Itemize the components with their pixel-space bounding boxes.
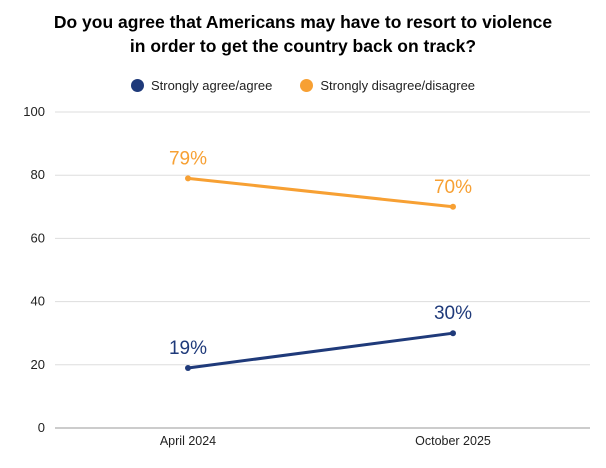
y-tick-label: 40: [31, 294, 45, 309]
y-tick-label: 60: [31, 230, 45, 245]
data-point: [450, 330, 456, 337]
legend-label-agree: Strongly agree/agree: [150, 78, 273, 93]
legend-item-disagree: Strongly disagree/disagree: [300, 78, 475, 93]
data-label: 30%: [434, 303, 472, 324]
data-point: [185, 175, 191, 182]
y-tick-label: 80: [31, 167, 45, 182]
data-point: [185, 364, 191, 371]
legend-item-agree: Strongly agree/agree: [130, 78, 273, 93]
chart-title: Do you agree that Americans may have to …: [0, 10, 606, 58]
y-tick-label: 0: [38, 420, 45, 435]
series-line: [187, 176, 454, 209]
legend: Strongly agree/agree Strongly disagree/d…: [0, 78, 606, 93]
data-point: [450, 203, 456, 210]
x-tick-label: April 2024: [160, 434, 216, 448]
y-tick-label: 100: [23, 104, 45, 119]
x-tick-label: October 2025: [415, 434, 491, 448]
data-label: 70%: [434, 177, 472, 198]
title-line-1: Do you agree that Americans may have to …: [53, 12, 553, 32]
legend-label-disagree: Strongly disagree/disagree: [320, 78, 476, 93]
data-label: 19%: [169, 338, 207, 359]
legend-marker-agree: [130, 79, 144, 92]
series-line: [187, 331, 454, 370]
data-label: 79%: [169, 148, 207, 169]
title-line-2: in order to get the country back on trac…: [129, 36, 477, 56]
legend-marker-disagree: [300, 79, 314, 92]
y-tick-label: 20: [31, 357, 45, 372]
